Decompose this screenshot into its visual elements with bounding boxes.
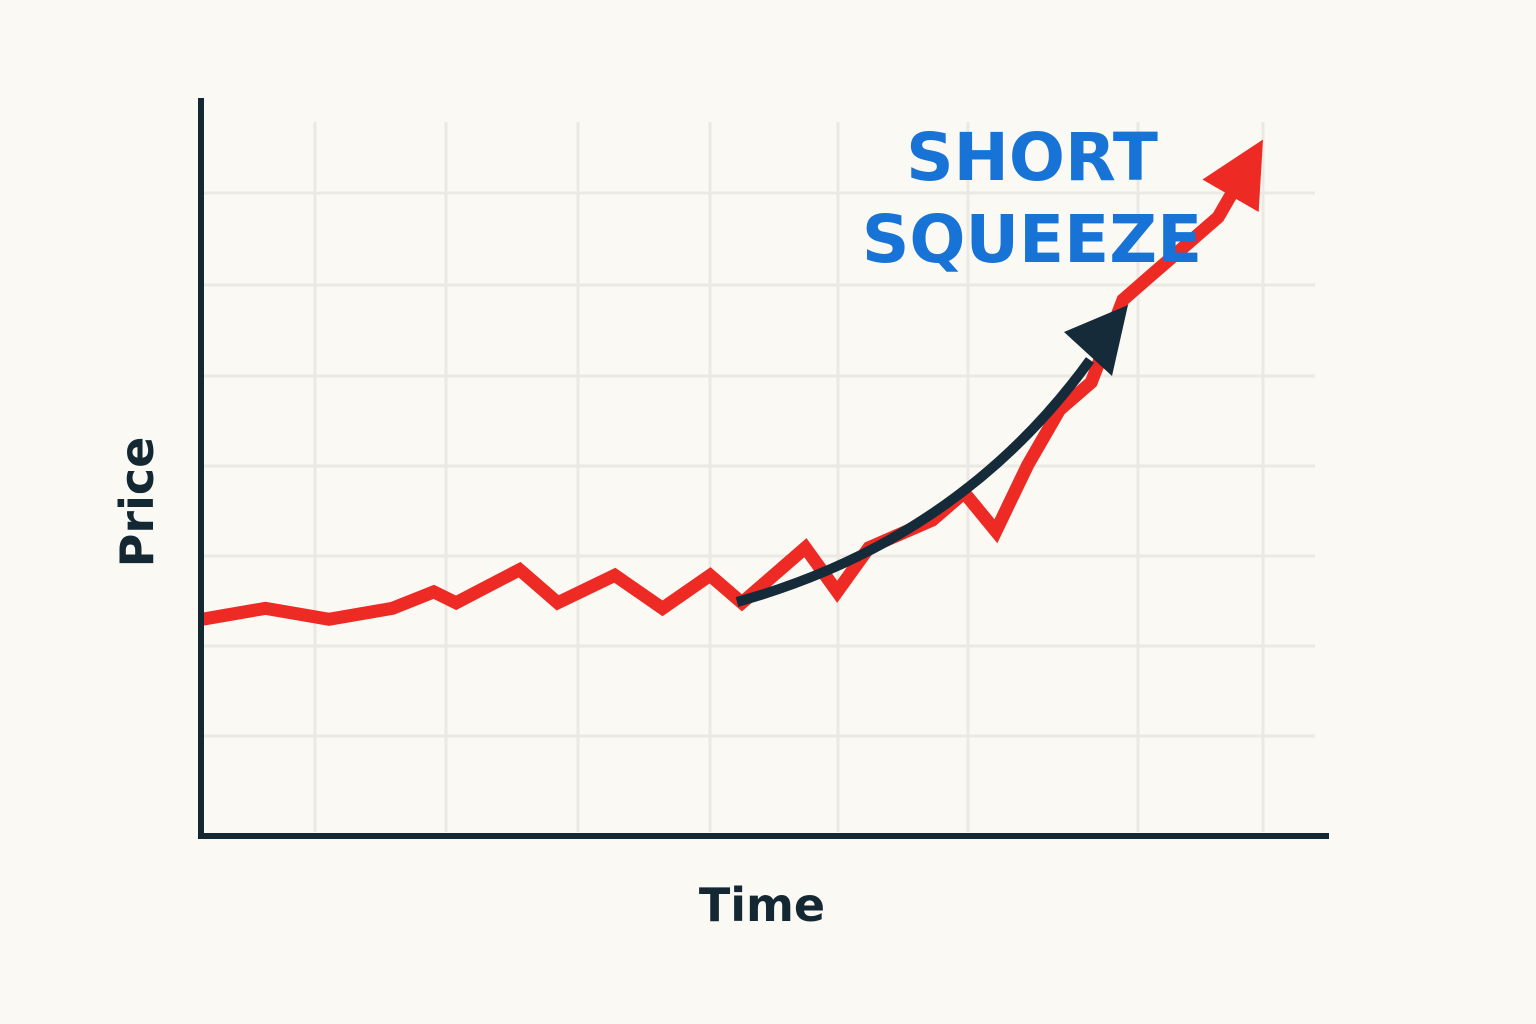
annotation-line-2: SQUEEZE [862,201,1202,278]
x-axis-title: Time [699,878,825,932]
trend-arrow-icon [735,357,1095,607]
annotation-line-1: SHORT [906,119,1158,196]
y-axis-title: Price [110,437,164,568]
trend-arrowhead-icon [1064,305,1128,376]
gridlines [203,122,1315,832]
